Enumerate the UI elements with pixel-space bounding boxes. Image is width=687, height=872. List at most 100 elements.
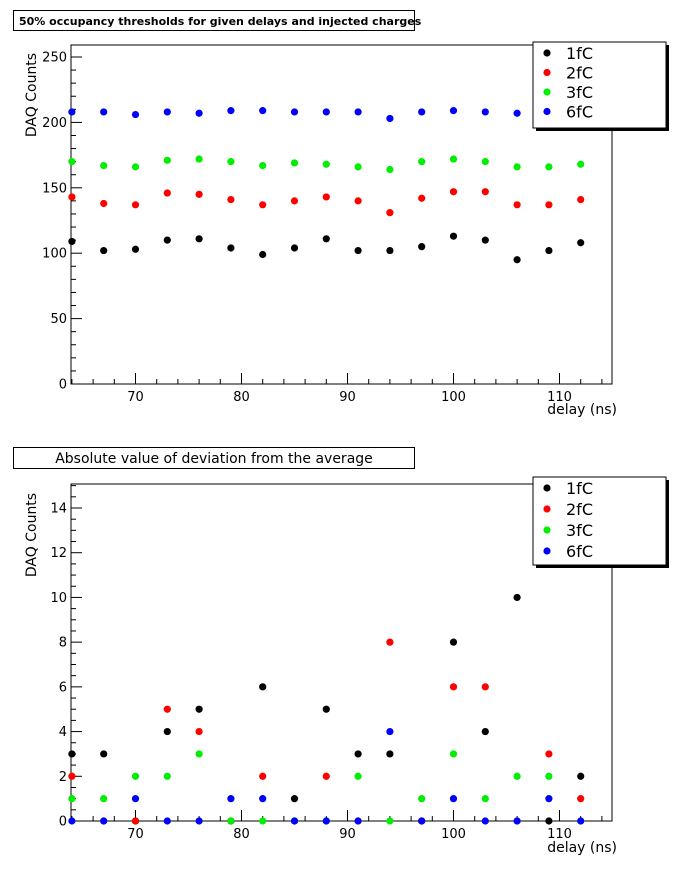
bottom-point-3fC [227, 817, 235, 825]
top-point-2fC [68, 193, 76, 201]
top-x-tick-label: 80 [233, 390, 250, 405]
top-point-3fC [259, 161, 267, 170]
top-point-3fC [577, 160, 585, 168]
bottom-point-1fC [577, 772, 585, 780]
top-legend-marker-2fC [543, 68, 551, 77]
top-point-6fC [386, 114, 394, 123]
bottom-point-2fC [68, 772, 76, 780]
top-point-1fC [481, 236, 489, 244]
bottom-y-tick-label: 2 [59, 770, 67, 785]
top-point-2fC [322, 193, 330, 201]
bottom-point-1fC [481, 727, 489, 736]
bottom-legend-marker-3fC [543, 526, 551, 534]
bottom-point-6fC [100, 817, 108, 825]
top-x-axis-title: delay (ns) [547, 402, 617, 418]
top-legend-box [532, 41, 667, 129]
top-point-3fC [322, 160, 330, 168]
bottom-x-axis-title: delay (ns) [547, 840, 617, 856]
top-point-3fC [481, 158, 489, 166]
top-point-1fC [545, 246, 553, 255]
top-point-6fC [354, 108, 362, 116]
top-legend-label-1fC: 1fC [566, 44, 593, 63]
top-point-1fC [131, 245, 140, 253]
top-point-3fC [100, 161, 108, 170]
top-legend-label-2fC: 2fC [566, 64, 593, 83]
bottom-point-2fC [163, 705, 171, 713]
bottom-point-3fC [545, 772, 553, 780]
bottom-point-2fC [577, 795, 585, 803]
bottom-point-6fC [545, 795, 553, 803]
top-point-3fC [163, 156, 171, 164]
top-point-1fC [354, 246, 362, 255]
bottom-x-tick-label: 100 [441, 827, 466, 842]
bottom-point-1fC [100, 750, 108, 758]
top-point-1fC [290, 244, 299, 252]
top-point-1fC [513, 256, 521, 264]
top-point-2fC [259, 201, 267, 209]
bottom-point-6fC [227, 795, 235, 803]
top-point-6fC [195, 109, 203, 117]
bottom-legend-box [532, 476, 667, 566]
top-point-1fC [100, 246, 108, 255]
top-point-2fC [195, 190, 203, 198]
bottom-y-axis-title: DAQ Counts [24, 493, 40, 577]
top-point-2fC [163, 189, 171, 197]
top-x-tick-label: 70 [127, 390, 144, 405]
top-plot-frame [70, 44, 613, 385]
top-y-tick-label: 50 [50, 312, 67, 327]
bottom-point-6fC [163, 817, 171, 825]
top-point-1fC [68, 237, 76, 246]
bottom-point-3fC [195, 750, 203, 758]
top-point-6fC [259, 107, 267, 115]
bottom-point-2fC [449, 683, 458, 691]
top-point-1fC [195, 235, 203, 243]
bottom-point-1fC [163, 727, 171, 736]
top-point-2fC [100, 199, 108, 208]
bottom-point-6fC [449, 795, 458, 803]
top-point-1fC [259, 250, 267, 259]
bottom-point-3fC [418, 795, 426, 803]
top-point-6fC [322, 108, 330, 116]
top-point-3fC [227, 158, 235, 166]
top-point-3fC [131, 163, 140, 171]
bottom-point-6fC [513, 817, 521, 825]
top-point-3fC [513, 163, 521, 171]
top-point-3fC [68, 158, 76, 166]
top-point-2fC [513, 201, 521, 209]
bottom-point-2fC [131, 817, 140, 825]
bottom-legend-marker-2fC [543, 505, 551, 513]
bottom-point-1fC [354, 750, 362, 758]
top-point-6fC [227, 107, 235, 115]
top-point-2fC [131, 201, 140, 209]
bottom-legend-marker-6fC [543, 547, 551, 555]
bottom-point-2fC [322, 772, 330, 780]
bottom-y-tick-label: 14 [50, 502, 67, 517]
top-point-6fC [163, 108, 171, 116]
bottom-point-1fC [386, 750, 394, 758]
top-point-3fC [386, 165, 394, 174]
bottom-legend-marker-1fC [543, 484, 551, 492]
top-point-1fC [227, 244, 235, 252]
top-point-6fC [418, 108, 426, 116]
top-point-3fC [449, 155, 458, 163]
top-point-2fC [481, 188, 489, 196]
bottom-point-2fC [386, 638, 394, 646]
top-x-tick-label: 110 [547, 390, 572, 405]
top-point-6fC [513, 109, 521, 117]
bottom-point-6fC [68, 817, 76, 825]
top-point-1fC [449, 232, 458, 240]
bottom-x-tick-label: 70 [127, 827, 144, 842]
bottom-point-1fC [290, 795, 299, 803]
top-x-tick-label: 90 [339, 390, 356, 405]
bottom-x-tick-label: 110 [547, 827, 572, 842]
bottom-point-3fC [259, 817, 267, 825]
bottom-point-3fC [163, 772, 171, 780]
bottom-point-6fC [386, 727, 394, 736]
top-point-1fC [418, 243, 426, 251]
top-point-3fC [545, 163, 553, 171]
top-point-2fC [449, 188, 458, 196]
bottom-point-6fC [418, 817, 426, 825]
top-legend-marker-3fC [543, 88, 551, 96]
top-y-tick-label: 100 [42, 247, 67, 262]
bottom-point-6fC [259, 795, 267, 803]
